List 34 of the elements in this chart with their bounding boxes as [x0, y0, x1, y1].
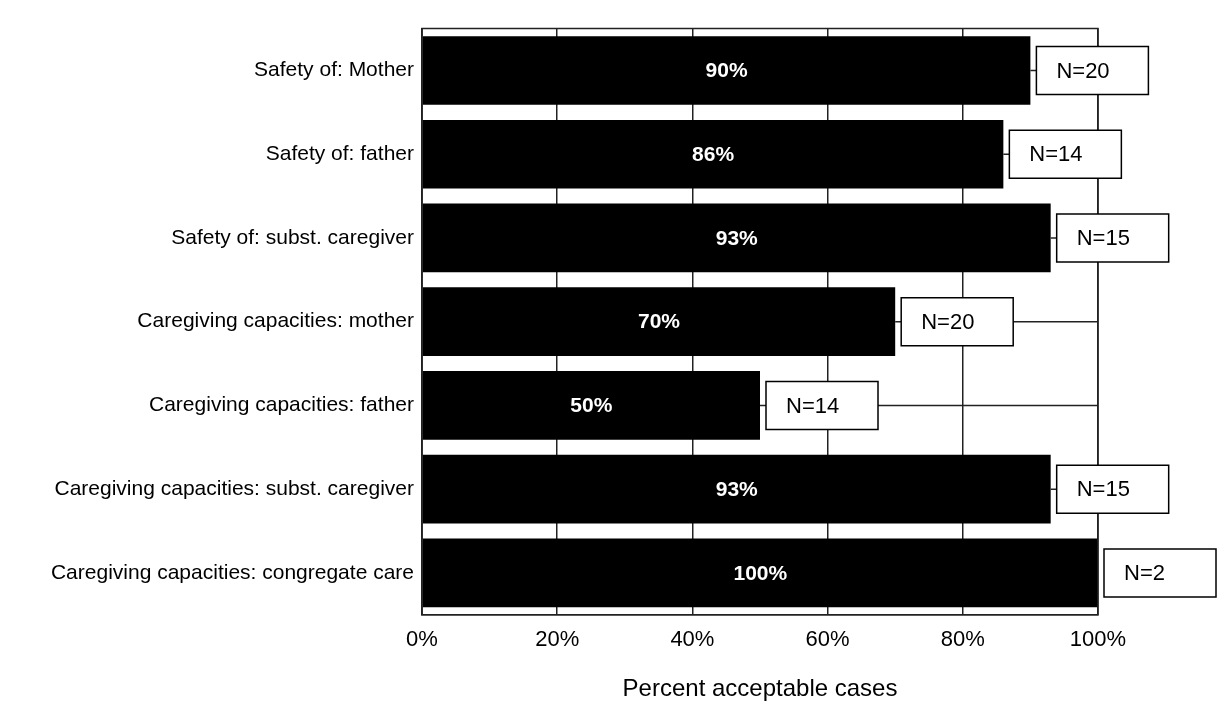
y-tick-label: Safety of: Mother	[254, 57, 414, 81]
annotation: N=2	[1124, 559, 1165, 585]
y-tick-label: Caregiving capacities: father	[149, 392, 414, 416]
bar	[422, 119, 1004, 189]
bar	[422, 454, 1051, 524]
y-tick-label: Safety of: subst. caregiver	[171, 224, 414, 248]
x-tick-label: 80%	[940, 626, 985, 652]
data-label: 93%	[715, 476, 759, 500]
data-label: 70%	[637, 309, 681, 333]
x-tick-label: 0%	[406, 626, 438, 652]
bar	[422, 538, 1098, 608]
bar	[422, 371, 760, 440]
x-tick-label: 20%	[535, 626, 580, 652]
bar	[422, 203, 1051, 273]
bar	[422, 36, 1031, 105]
x-tick-label: 100%	[1069, 626, 1127, 652]
x-axis-title: Percent acceptable cases	[622, 674, 898, 702]
y-tick-label: Caregiving capacities: mother	[137, 308, 414, 332]
annotation: N=20	[921, 308, 975, 334]
annotation: N=15	[1076, 476, 1130, 502]
y-tick-label: Caregiving capacities: subst. caregiver	[54, 475, 414, 499]
data-label: 50%	[570, 393, 613, 417]
y-tick-label: Caregiving capacities: congregate care	[50, 559, 414, 583]
x-tick-label: 40%	[670, 626, 715, 652]
annotation: N=15	[1076, 225, 1130, 251]
data-label: 93%	[715, 225, 759, 249]
annotation: N=20	[1056, 57, 1110, 83]
data-label: 86%	[692, 142, 735, 166]
bar	[422, 287, 896, 357]
annotation: N=14	[786, 392, 840, 418]
y-tick-label: Safety of: father	[265, 141, 414, 165]
x-tick-label: 60%	[805, 626, 850, 652]
data-label: 100%	[733, 560, 788, 584]
data-label: 90%	[705, 58, 748, 82]
